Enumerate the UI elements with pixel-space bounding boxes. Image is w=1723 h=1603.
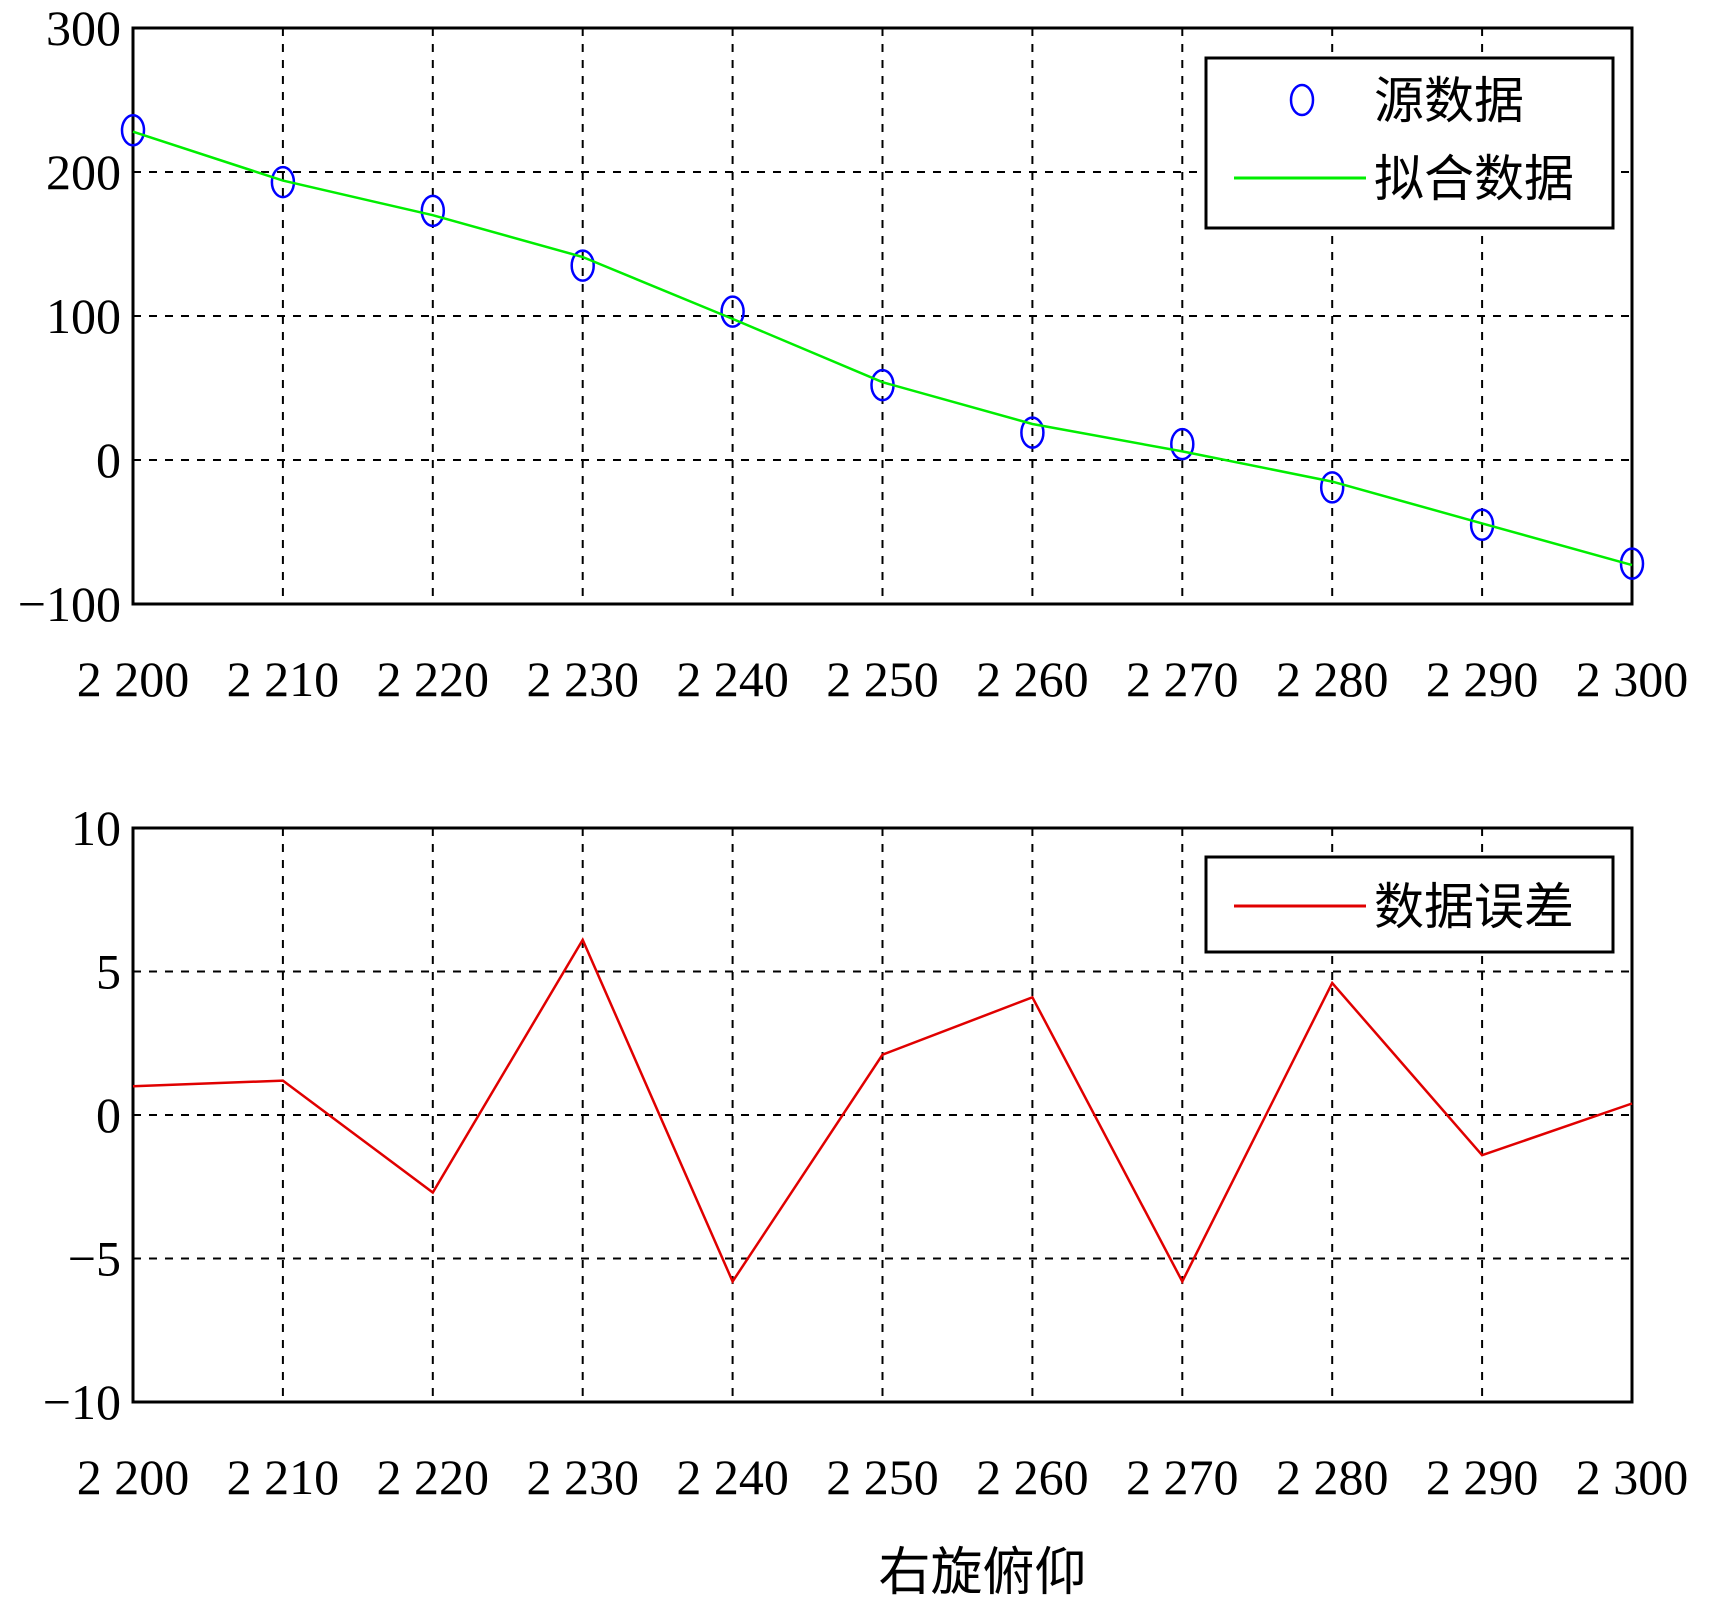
y-tick-label: 200 xyxy=(46,144,121,200)
x-tick-label: 2 300 xyxy=(1576,651,1689,707)
data-point xyxy=(1020,416,1045,449)
x-tick-label: 2 230 xyxy=(526,651,639,707)
x-tick-label: 2 270 xyxy=(1126,651,1239,707)
x-tick-label: 2 260 xyxy=(976,651,1089,707)
plot-frame xyxy=(131,26,1634,606)
x-tick-label: 2 220 xyxy=(377,1449,490,1505)
y-tick-label: −5 xyxy=(68,1231,121,1287)
data-point xyxy=(420,194,446,228)
x-tick-label: 2 290 xyxy=(1426,651,1539,707)
y-tick-label: 100 xyxy=(46,288,121,344)
legend: 数据误差 xyxy=(1204,855,1615,954)
data-point xyxy=(720,295,745,328)
x-tick-label: 2 270 xyxy=(1126,1449,1239,1505)
data-point xyxy=(1319,471,1345,504)
y-tick-label: 5 xyxy=(96,944,121,1000)
y-tick-label: 10 xyxy=(71,800,121,856)
x-tick-label: 2 260 xyxy=(976,1449,1089,1505)
x-tick-label: 2 200 xyxy=(77,651,190,707)
x-tick-label: 2 240 xyxy=(676,651,789,707)
chart-panel-2: −10 −5 0 5 10 2 200 2 210 2 220 2 230 2 240 2 250 2… xyxy=(43,800,1688,1603)
data-point xyxy=(570,249,595,282)
plot-frame xyxy=(131,826,1634,1404)
x-tick-label: 2 290 xyxy=(1426,1449,1539,1505)
legend-label: 数据误差 xyxy=(1374,878,1574,936)
y-tick-label: −100 xyxy=(18,576,121,632)
series-line-1 xyxy=(132,937,1633,1285)
legend-label: 拟合数据 xyxy=(1374,150,1574,208)
legend-marker-swatch xyxy=(1289,83,1315,117)
x-tick-label: 2 240 xyxy=(676,1449,789,1505)
x-tick-label: 2 300 xyxy=(1576,1449,1689,1505)
legend-box xyxy=(1204,56,1615,230)
y-tick-label: −10 xyxy=(43,1374,121,1430)
x-tick-label: 2 280 xyxy=(1276,651,1389,707)
y-tick-label: 0 xyxy=(96,432,121,488)
series-line-2 xyxy=(132,130,1633,567)
data-point xyxy=(1170,427,1195,461)
x-tick-label: 2 250 xyxy=(826,651,939,707)
data-point xyxy=(1619,547,1645,580)
x-axis-label: 右旋俯仰 xyxy=(878,1543,1086,1603)
x-tick-label: 2 200 xyxy=(77,1449,190,1505)
x-tick-label: 2 280 xyxy=(1276,1449,1389,1505)
data-point xyxy=(120,113,146,147)
x-tick-label: 2 220 xyxy=(377,651,490,707)
chart-panel-1: −100 0 100 200 300 2 200 2 210 2 220 2 230 2 240 2… xyxy=(18,0,1688,707)
x-tick-label: 2 230 xyxy=(526,1449,639,1505)
data-point xyxy=(1469,508,1495,542)
x-tick-label: 2 210 xyxy=(227,1449,340,1505)
y-tick-label: 300 xyxy=(46,0,121,56)
legend-label: 源数据 xyxy=(1374,72,1524,130)
x-tick-label: 2 210 xyxy=(227,651,340,707)
y-tick-label: 0 xyxy=(96,1087,121,1143)
x-tick-label: 2 250 xyxy=(826,1449,939,1505)
